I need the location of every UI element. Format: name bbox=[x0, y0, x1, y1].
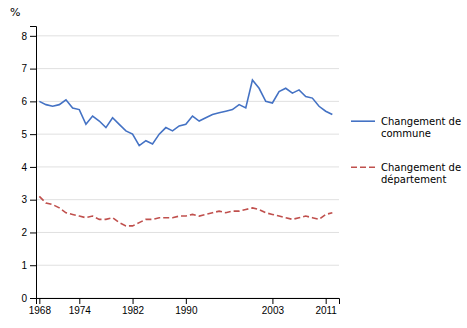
series-line bbox=[39, 196, 332, 225]
tick: 1968 bbox=[29, 298, 52, 316]
tick-label: 2 bbox=[21, 227, 27, 238]
tick-mark bbox=[30, 134, 36, 135]
tick-mark bbox=[30, 298, 36, 299]
tick: 8 bbox=[21, 31, 36, 42]
tick: 1990 bbox=[175, 298, 198, 316]
tick: 2003 bbox=[262, 298, 285, 316]
series-line bbox=[39, 80, 332, 146]
grid bbox=[36, 36, 339, 298]
tick-mark bbox=[30, 167, 36, 168]
tick-mark bbox=[326, 298, 327, 304]
tick: 2011 bbox=[315, 298, 337, 316]
legend-label: Changement dedépartement bbox=[381, 162, 461, 185]
tick-label: 1990 bbox=[175, 305, 198, 316]
legend-item: Changement decommune bbox=[351, 116, 461, 139]
tick: 0 bbox=[21, 293, 36, 304]
tick-label: 4 bbox=[21, 162, 27, 173]
tick-label: 0 bbox=[21, 293, 27, 304]
tick-label: 1 bbox=[21, 260, 27, 271]
tick: 6 bbox=[21, 96, 36, 107]
legend-swatch bbox=[351, 166, 375, 168]
tick: 1 bbox=[21, 260, 36, 271]
tick-mark bbox=[79, 298, 80, 304]
tick: 4 bbox=[21, 162, 36, 173]
grid-line bbox=[36, 265, 339, 266]
lines bbox=[39, 80, 332, 226]
plot: 1968 1974 1982 1990 2003 2011 0 1 2 3 4 5 6 7 8 bbox=[21, 27, 339, 317]
tick: 5 bbox=[21, 129, 36, 140]
legend: Changement decommune Changement dedéparte… bbox=[351, 116, 461, 185]
legend-swatch bbox=[351, 120, 375, 122]
tick-label: 5 bbox=[21, 129, 27, 140]
tick-label: 7 bbox=[21, 63, 27, 74]
tick-mark bbox=[30, 69, 36, 70]
grid-line bbox=[36, 101, 339, 102]
tick-mark bbox=[133, 298, 134, 304]
tick: 1974 bbox=[69, 298, 92, 316]
y-axis: 0 1 2 3 4 5 6 7 8 bbox=[21, 27, 36, 304]
grid-line bbox=[36, 199, 339, 200]
tick-mark bbox=[30, 265, 36, 266]
grid-line bbox=[36, 166, 339, 167]
grid-line bbox=[36, 134, 339, 135]
tick: 2 bbox=[21, 227, 36, 238]
grid-line bbox=[36, 35, 339, 36]
tick-label: 8 bbox=[21, 31, 27, 42]
tick-label: 2011 bbox=[315, 305, 337, 316]
tick-mark bbox=[30, 232, 36, 233]
tick-label: 6 bbox=[21, 96, 27, 107]
tick-mark bbox=[30, 36, 36, 37]
tick-label: 1982 bbox=[122, 305, 145, 316]
tick-mark bbox=[39, 298, 40, 304]
tick-label: 1968 bbox=[29, 305, 52, 316]
axis-line bbox=[37, 299, 340, 305]
axis-line bbox=[30, 27, 37, 299]
tick-label: 3 bbox=[21, 194, 27, 205]
tick: 7 bbox=[21, 63, 36, 74]
x-axis: 1968 1974 1982 1990 2003 2011 bbox=[29, 298, 340, 316]
tick-mark bbox=[30, 200, 36, 201]
tick-mark bbox=[186, 298, 187, 304]
tick: 3 bbox=[21, 194, 36, 205]
tick-mark bbox=[30, 101, 36, 102]
tick: 1982 bbox=[122, 298, 145, 316]
legend-label: Changement decommune bbox=[381, 116, 461, 139]
grid-line bbox=[36, 68, 339, 69]
tick-mark bbox=[272, 298, 273, 304]
chart: 1968 1974 1982 1990 2003 2011 0 1 2 3 4 5 6 7 8% Change… bbox=[0, 0, 467, 328]
tick-label: 1974 bbox=[69, 305, 92, 316]
y-axis-label: % bbox=[10, 6, 20, 19]
tick-label: 2003 bbox=[262, 305, 285, 316]
legend-item: Changement dedépartement bbox=[351, 162, 461, 185]
grid-line bbox=[36, 232, 339, 233]
